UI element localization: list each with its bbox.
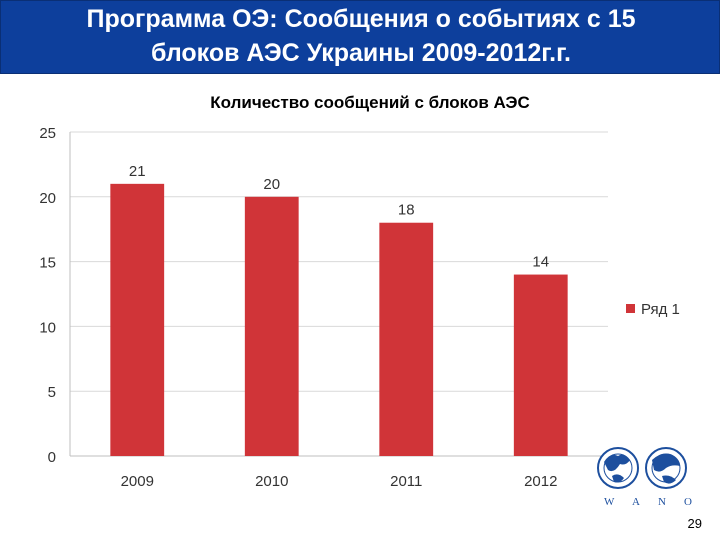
bar-2010: [244, 196, 299, 457]
data-label-2010: 20: [263, 176, 280, 193]
x-tick-label-2011: 2011: [390, 473, 422, 490]
y-tick-label-20: 20: [39, 190, 56, 207]
page-number: 29: [687, 516, 702, 531]
logo-letter-n: N: [658, 496, 666, 508]
logo-letter-o: O: [684, 496, 692, 508]
legend-label: Ряд 1: [641, 301, 680, 318]
bar-2012: [513, 274, 568, 456]
slide-title-line-2: блоков АЭС Украины 2009-2012г.г.: [151, 39, 571, 67]
chart-area: Количество сообщений с блоков АЭС 0 5 10 15 2…: [0, 80, 720, 540]
y-tick-label-0: 0: [48, 449, 56, 466]
x-tick-label-2012: 2012: [524, 473, 557, 490]
bar-2011: [379, 222, 434, 456]
wano-logo: W A N O: [596, 440, 700, 516]
chart-title: Количество сообщений с блоков АЭС: [210, 93, 530, 112]
y-tick-label-5: 5: [48, 384, 56, 401]
logo-letter-a: A: [632, 496, 640, 508]
data-label-2012: 14: [532, 254, 549, 271]
data-label-2009: 21: [129, 163, 146, 180]
title-bar: Программа ОЭ: Сообщения о событиях с 15 …: [0, 0, 720, 74]
slide-title-line-1: Программа ОЭ: Сообщения о событиях с 15: [86, 5, 636, 33]
bar-chart: Количество сообщений с блоков АЭС 0 5 10 15 2…: [39, 93, 680, 490]
y-tick-label-25: 25: [39, 125, 56, 142]
data-label-2011: 18: [398, 202, 415, 219]
logo-letter-w: W: [604, 496, 615, 508]
y-tick-label-10: 10: [39, 319, 56, 336]
x-tick-label-2010: 2010: [255, 473, 288, 490]
y-tick-label-15: 15: [39, 255, 56, 272]
x-tick-label-2009: 2009: [121, 473, 154, 490]
globe-icon: [597, 447, 687, 489]
bar-2009: [110, 183, 165, 456]
legend-swatch: [626, 304, 635, 313]
